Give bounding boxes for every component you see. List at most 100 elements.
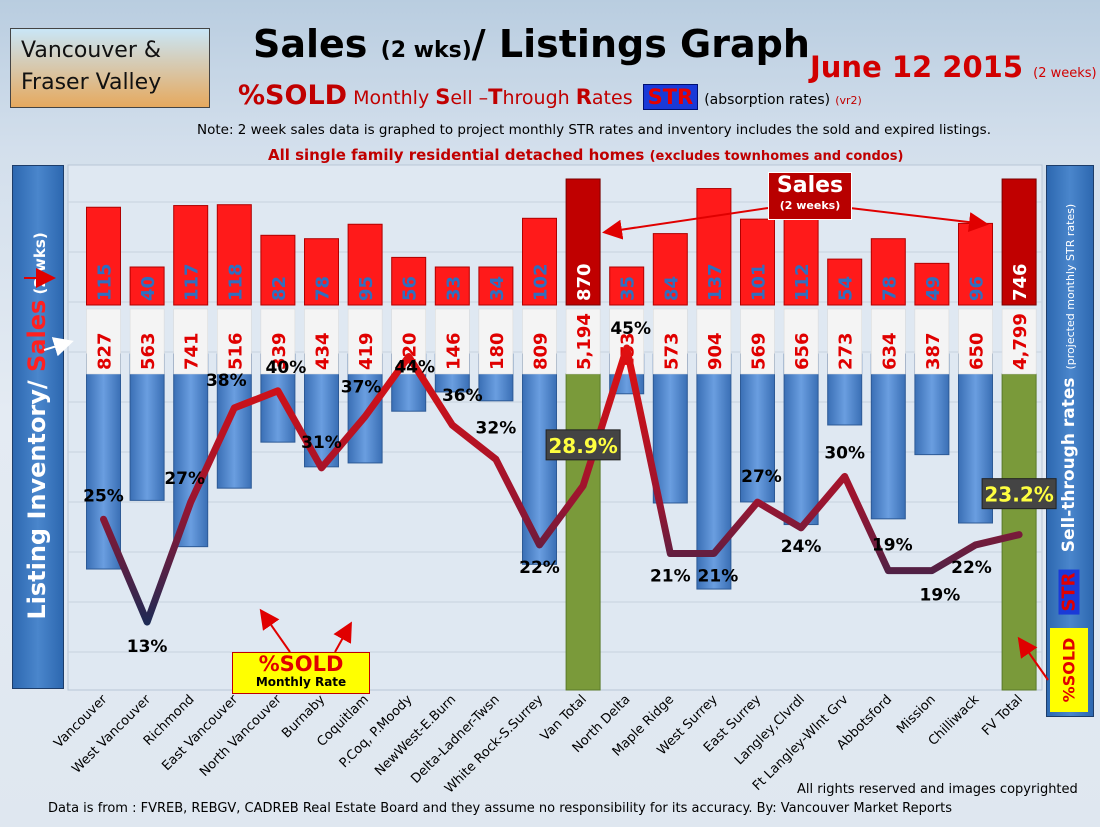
sales-label: 137 — [705, 263, 726, 301]
total-percent-box — [545, 429, 621, 461]
subtitle-monthly: Monthly — [347, 87, 436, 109]
inventory-label-box — [478, 308, 514, 375]
percent-label: 21% — [698, 567, 739, 587]
sales-bar — [173, 205, 209, 306]
sold-callout-arrow-left — [259, 608, 291, 653]
inventory-label-box — [304, 308, 339, 375]
category-label: FV Total — [979, 692, 1026, 739]
inventory-label: 5,194 — [574, 313, 595, 370]
inventory-label: 904 — [705, 332, 726, 370]
percent-label: 19% — [920, 586, 961, 606]
sales-label: 35 — [618, 276, 639, 301]
inventory-pointer-arrow — [43, 337, 74, 357]
sales-label: 96 — [967, 276, 988, 301]
sales-callout: Sales (2 weeks) — [768, 172, 852, 220]
sales-label: 78 — [313, 276, 334, 301]
inventory-label: 809 — [531, 332, 552, 370]
sales-bar — [609, 266, 645, 306]
sales-label: 34 — [487, 276, 508, 301]
sales-bar — [740, 218, 775, 306]
inventory-bar — [173, 353, 209, 548]
inventory-label-box — [827, 308, 862, 375]
percent-label: 30% — [824, 443, 865, 463]
percent-label: 44% — [394, 358, 435, 378]
percent-label: 22% — [519, 558, 560, 578]
inventory-label: 273 — [836, 332, 857, 370]
inventory-label: 573 — [661, 332, 682, 370]
sales-labels: 115 40 117 118 82 78 95 56 33 34 102 870 35 84 137 101 1… — [95, 263, 1032, 301]
inventory-label-box — [871, 308, 906, 375]
inventory-label-box — [653, 308, 688, 375]
sales-label: 78 — [879, 276, 900, 301]
inventory-bar — [652, 353, 688, 504]
sales-label: 49 — [923, 276, 944, 301]
inventory-bar — [740, 353, 775, 503]
sales-callout-main: Sales — [776, 173, 844, 198]
sales-label: 870 — [574, 263, 595, 301]
chart-subtitle: %SOLD Monthly Sell –Through Rates STR (abs… — [238, 80, 862, 111]
subtitle-ell: ell – — [450, 87, 489, 109]
inventory-bar — [86, 353, 121, 570]
inventory-label: 434 — [313, 332, 334, 370]
sales-bar — [783, 209, 819, 306]
title-rest: / Listings Graph — [471, 22, 810, 66]
sales-bar — [347, 223, 383, 306]
percent-label: 45% — [610, 319, 651, 339]
date-small: (2 weeks) — [1033, 66, 1097, 81]
sales-label: 118 — [225, 263, 246, 301]
percent-label: 37% — [341, 378, 382, 398]
sales-bar — [478, 266, 514, 306]
title-main: Sales — [253, 22, 381, 66]
sales-bar — [260, 234, 296, 306]
exclusion-text: All single family residential detached h… — [268, 146, 903, 164]
str-pointer-arrow — [1017, 636, 1049, 681]
inventory-label: 4,799 — [1010, 313, 1031, 370]
sales-bar — [129, 266, 165, 306]
inventory-bar — [783, 353, 819, 526]
sales-bars — [86, 178, 1037, 306]
inventory-label-box — [740, 308, 775, 375]
inventory-label-box — [260, 308, 296, 375]
title-small: (2 wks) — [380, 38, 472, 63]
inventory-label-box — [696, 308, 732, 375]
category-label: North Vancouver — [197, 692, 285, 780]
inventory-label: 634 — [879, 332, 900, 370]
str-badge: STR — [642, 84, 699, 110]
inventory-label-box — [565, 308, 601, 375]
inventory-label-box — [435, 308, 470, 375]
percent-label: 13% — [127, 637, 168, 657]
inventory-labels: 827 563 741 516 339 434 419 220 146 180 809 5,194 15… — [86, 308, 1037, 375]
sold-line-path — [100, 344, 1023, 626]
inventory-label: 180 — [487, 332, 508, 370]
sales-label: 56 — [400, 276, 421, 301]
total-percent-label: 28.9% — [548, 434, 617, 458]
inventory-bar — [870, 353, 906, 520]
percent-label: 24% — [781, 537, 822, 557]
inventory-label: 741 — [182, 332, 203, 370]
note-text: Note: 2 week sales data is graphed to pr… — [197, 122, 991, 138]
percent-label: 36% — [442, 386, 483, 406]
inventory-bar — [565, 373, 601, 691]
inventory-bar — [129, 353, 165, 501]
left-axis-panel — [12, 165, 64, 689]
sales-callout-arrow-right — [849, 207, 989, 233]
sold-percent-labels: 25% 13% 27% 38% 40% 31% 37% 44% 36% 32% 22% 28.9% 45… — [83, 319, 1057, 657]
sales-bar — [1001, 178, 1037, 306]
sold-callout-main: %SOLD — [258, 652, 344, 676]
percent-label: 38% — [206, 371, 247, 391]
sales-label: 112 — [792, 263, 813, 301]
category-label: East Vancouver — [159, 692, 241, 774]
category-label: Mission — [894, 692, 939, 737]
subtitle-absorption: (absorption rates) — [704, 92, 831, 108]
subtitle-r: R — [575, 85, 592, 109]
inventory-label-box — [86, 308, 121, 375]
inventory-label-box — [522, 308, 557, 375]
inventory-label-box — [391, 308, 426, 375]
inventory-label-box — [129, 308, 165, 375]
inventory-label: 656 — [792, 332, 813, 370]
inventory-label-box — [914, 308, 950, 375]
category-label: West Vancouver — [69, 692, 154, 777]
percent-label: 40% — [266, 358, 307, 378]
sales-label: 746 — [1010, 263, 1031, 301]
exclusion-small: (excludes townhomes and condos) — [649, 149, 904, 164]
